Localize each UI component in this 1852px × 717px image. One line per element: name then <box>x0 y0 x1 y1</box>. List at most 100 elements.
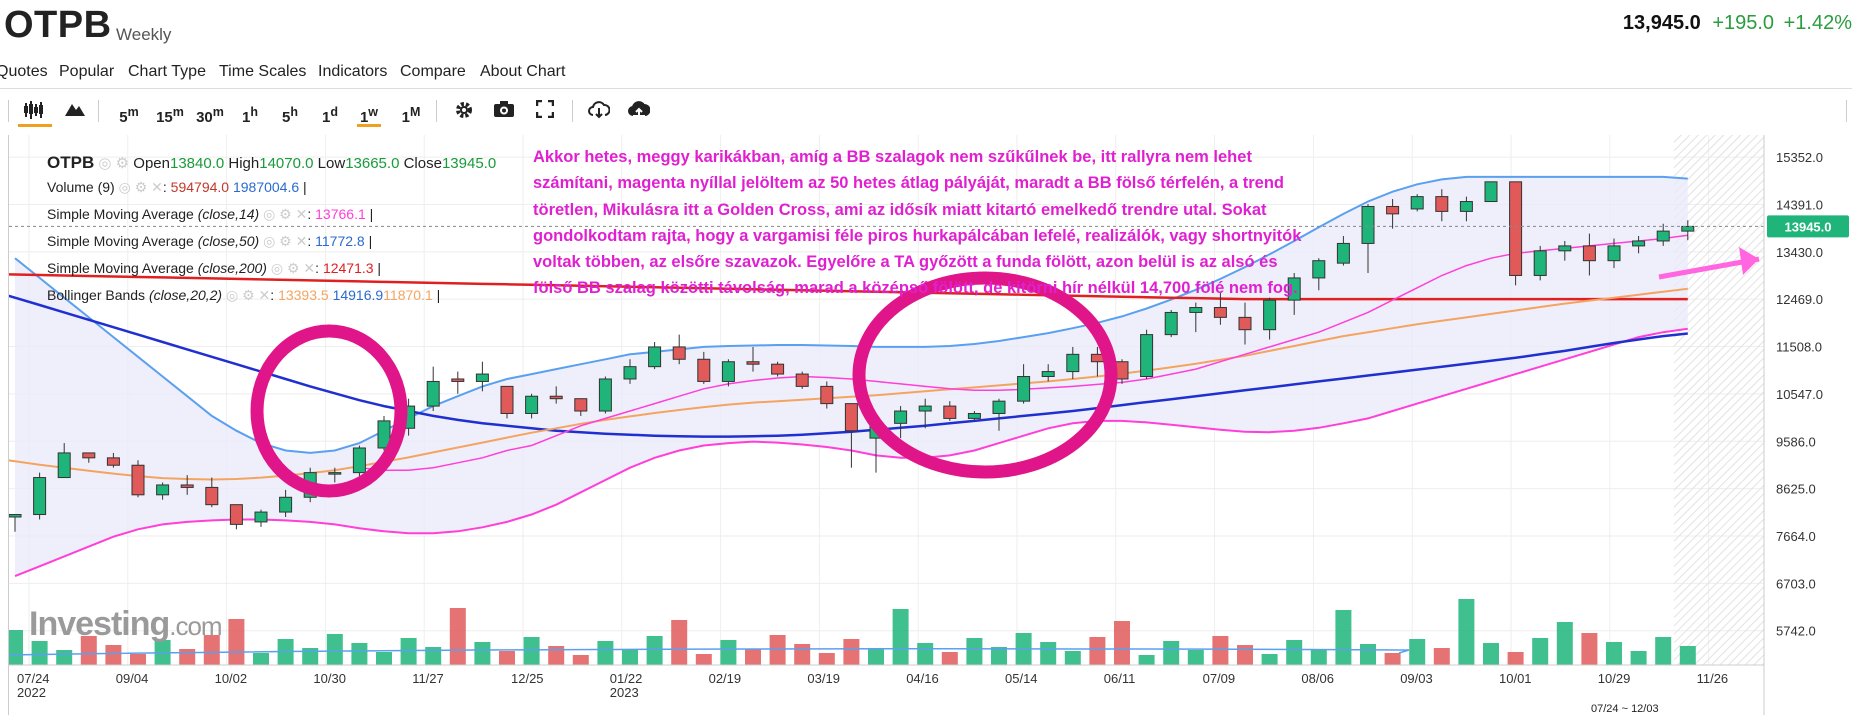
volume-bar <box>1212 636 1229 665</box>
candle-body <box>1164 311 1178 336</box>
volume-bar <box>1138 655 1155 665</box>
x-tick-label: 09/03 <box>1400 671 1433 686</box>
menu-popular[interactable]: Popular <box>59 63 115 80</box>
menu-divider <box>0 88 1852 89</box>
volume-bar <box>1556 622 1573 665</box>
candle-body <box>377 420 391 449</box>
x-tick-label: 10/30 <box>313 671 346 686</box>
x-tick-year: 2023 <box>610 685 639 700</box>
menu-about-chart[interactable]: About Chart <box>480 63 566 80</box>
candle-body <box>1410 196 1424 210</box>
settings-icon[interactable]: ◎ ⚙ ✕ <box>118 179 163 195</box>
candle-body <box>967 412 981 419</box>
gear-icon[interactable] <box>452 100 476 124</box>
x-tick-label: 10/02 <box>215 671 248 686</box>
menu-compare[interactable]: Compare <box>400 63 466 80</box>
settings-icon[interactable]: ◎ ⚙ ✕ <box>226 287 271 303</box>
fullscreen-icon[interactable] <box>533 99 557 124</box>
eye-icon[interactable]: ◎ ⚙ <box>98 155 134 172</box>
candle-body <box>943 405 957 419</box>
volume-bar <box>868 648 884 665</box>
candle-body <box>1238 316 1252 331</box>
download-icon[interactable] <box>586 100 612 124</box>
x-tick-label: 09/04 <box>116 671 149 686</box>
camera-icon[interactable] <box>492 100 516 124</box>
volume-bar <box>80 636 97 665</box>
volume-bar <box>56 650 73 665</box>
timeframe-15m[interactable]: 15m <box>156 105 184 126</box>
volume-bar <box>1310 649 1327 665</box>
volume-bar <box>1433 648 1450 665</box>
legend-bb-name: Bollinger Bands <box>47 287 146 303</box>
volume-bar <box>597 641 614 665</box>
volume-bar <box>425 647 442 665</box>
volume-bar <box>818 653 835 665</box>
chart-area[interactable]: 15352.0 14391.0 13430.0 12469.0 11508.0 10547… <box>8 135 1849 715</box>
volume-bar <box>1458 599 1475 665</box>
candlestick-icon[interactable] <box>18 100 52 127</box>
candle-body <box>254 511 268 523</box>
candle-body <box>205 486 219 506</box>
toolbar-separator <box>1846 100 1847 122</box>
timeframe-5h[interactable]: 5h <box>282 105 298 126</box>
legend-sma50: Simple Moving Average (close,50) ◎ ⚙ ✕: … <box>47 233 373 249</box>
highlight-circle-1 <box>250 324 408 498</box>
legend-bb-v2: 14916.9 <box>332 287 384 303</box>
menu-quotes[interactable]: Quotes <box>0 63 48 80</box>
timeframe-1M[interactable]: 1M <box>401 105 421 126</box>
volume-bar <box>9 630 23 665</box>
volume-bar <box>499 651 515 665</box>
upload-icon[interactable] <box>626 100 652 124</box>
legend-sma200-name: Simple Moving Average <box>47 260 194 276</box>
candle-body <box>1459 201 1473 212</box>
candle-body <box>1656 230 1670 242</box>
quote-summary: 13,945.0 +195.0 +1.42% <box>1623 12 1852 35</box>
toolbar-separator <box>572 100 573 122</box>
candle-body <box>451 378 465 382</box>
price-chart[interactable]: 15352.0 14391.0 13430.0 12469.0 11508.0 10547… <box>9 135 1849 715</box>
legend-sma50-name: Simple Moving Average <box>47 233 194 249</box>
sma200-line <box>9 273 1688 301</box>
timeframe-1h[interactable]: 1h <box>242 105 258 126</box>
menu-time-scales[interactable]: Time Scales <box>219 63 307 80</box>
last-price: 13,945.0 <box>1622 12 1701 34</box>
candle-body <box>574 398 588 412</box>
candle-body <box>894 410 908 424</box>
timeframe-30m[interactable]: 30m <box>196 105 224 126</box>
legend-close: 13945.0 <box>441 155 497 172</box>
volume-bar <box>523 637 540 665</box>
candle-body <box>623 366 637 380</box>
volume-bar <box>548 646 565 665</box>
legend-volume-params: (9) <box>97 179 115 195</box>
volume-bar <box>351 643 368 665</box>
menu-chart-type[interactable]: Chart Type <box>128 63 206 80</box>
volume-bar <box>1064 651 1081 665</box>
candle-body <box>1066 353 1080 373</box>
volume-bar <box>203 635 220 665</box>
last-price-tag-label: 13945.0 <box>1785 219 1832 234</box>
volume-bar <box>31 641 48 665</box>
legend-open: 13840.0 <box>169 155 225 172</box>
menu-indicators[interactable]: Indicators <box>318 63 388 80</box>
timeframe-1w[interactable]: 1w <box>357 100 381 127</box>
mountain-icon[interactable] <box>62 100 88 124</box>
legend-close-label: Close <box>403 155 442 172</box>
legend-low-label: Low <box>317 155 346 172</box>
settings-icon[interactable]: ◎ ⚙ ✕ <box>263 206 308 222</box>
settings-icon[interactable]: ◎ ⚙ ✕ <box>270 260 316 276</box>
x-tick-label: 03/19 <box>807 671 840 686</box>
volume-bar <box>1384 653 1401 665</box>
candle-body <box>180 484 194 488</box>
legend-ohlc: OTPB ◎ ⚙ Open13840.0 High14070.0 Low1366… <box>47 153 496 173</box>
volume-bar <box>1360 644 1376 665</box>
timeframe-1d[interactable]: 1d <box>322 105 338 126</box>
volume-bar <box>1532 638 1549 665</box>
candle-body <box>1041 371 1055 378</box>
volume-bar <box>179 649 196 665</box>
timeframe-5m[interactable]: 5m <box>119 105 139 126</box>
settings-icon[interactable]: ◎ ⚙ ✕ <box>263 233 308 249</box>
volume-bar <box>966 638 983 665</box>
legend-bb: Bollinger Bands (close,20,2) ◎ ⚙ ✕: 1339… <box>47 287 441 303</box>
y-tick-label: 14391.0 <box>1776 197 1823 212</box>
volume-bar <box>671 620 688 665</box>
